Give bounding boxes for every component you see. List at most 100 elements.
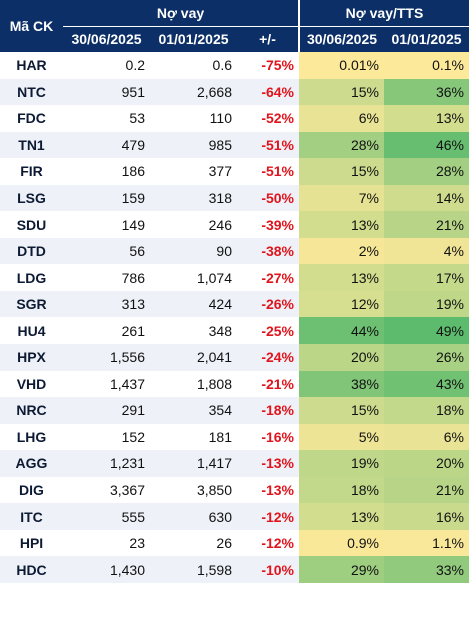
table-row: NTC 951 2,668 -64% 15% 36% bbox=[0, 78, 469, 106]
table-row: FDC 53 110 -52% 6% 13% bbox=[0, 105, 469, 132]
debt-date1-value: 1,437 bbox=[63, 370, 150, 398]
debt-date2-value: 110 bbox=[150, 105, 237, 132]
ratio-date1-value: 0.9% bbox=[299, 529, 384, 557]
ratio-date2-value: 6% bbox=[384, 423, 469, 451]
ratio-date1-value: 15% bbox=[299, 397, 384, 424]
change-value: -51% bbox=[237, 131, 299, 159]
debt-date1-value: 1,556 bbox=[63, 344, 150, 371]
change-value: -25% bbox=[237, 317, 299, 345]
ratio-date1-value: 13% bbox=[299, 211, 384, 238]
ratio-date2-value: 19% bbox=[384, 290, 469, 318]
debt-date1-value: 291 bbox=[63, 397, 150, 424]
stock-code: LHG bbox=[0, 423, 63, 451]
stock-code: HPX bbox=[0, 344, 63, 371]
change-value: -10% bbox=[237, 556, 299, 583]
stock-code: SDU bbox=[0, 211, 63, 238]
stock-code: AGG bbox=[0, 450, 63, 477]
change-value: -75% bbox=[237, 52, 299, 79]
debt-date1-value: 186 bbox=[63, 158, 150, 185]
table-row: TN1 479 985 -51% 28% 46% bbox=[0, 131, 469, 159]
debt-date2-value: 26 bbox=[150, 529, 237, 557]
debt-date2-value: 1,808 bbox=[150, 370, 237, 398]
stock-code: DTD bbox=[0, 237, 63, 265]
ratio-date1-value: 12% bbox=[299, 290, 384, 318]
debt-date2-value: 2,668 bbox=[150, 78, 237, 106]
ratio-date2-value: 0.1% bbox=[384, 52, 469, 79]
debt-date1-value: 149 bbox=[63, 211, 150, 238]
debt-date1-value: 1,430 bbox=[63, 556, 150, 583]
table-row: LDG 786 1,074 -27% 13% 17% bbox=[0, 264, 469, 291]
table-row: HPI 23 26 -12% 0.9% 1.1% bbox=[0, 529, 469, 557]
table-row: ITC 555 630 -12% 13% 16% bbox=[0, 503, 469, 530]
debt-date1-value: 56 bbox=[63, 237, 150, 265]
stock-code: LSG bbox=[0, 184, 63, 212]
debt-date2-value: 424 bbox=[150, 290, 237, 318]
debt-date2-value: 985 bbox=[150, 131, 237, 159]
debt-date1-value: 555 bbox=[63, 503, 150, 530]
table-row: DTD 56 90 -38% 2% 4% bbox=[0, 237, 469, 265]
debt-date1-value: 479 bbox=[63, 131, 150, 159]
ratio-date2-value: 21% bbox=[384, 476, 469, 504]
ratio-date1-value: 28% bbox=[299, 131, 384, 159]
table-row: VHD 1,437 1,808 -21% 38% 43% bbox=[0, 370, 469, 398]
ratio-date1-value: 5% bbox=[299, 423, 384, 451]
table-header: Mã CK Nợ vay Nợ vay/TTS 30/06/2025 01/01… bbox=[0, 0, 469, 52]
stock-code: SGR bbox=[0, 290, 63, 318]
ratio-date2-value: 13% bbox=[384, 105, 469, 132]
ratio-date2-value: 14% bbox=[384, 184, 469, 212]
header-code: Mã CK bbox=[0, 0, 63, 52]
debt-date1-value: 159 bbox=[63, 184, 150, 212]
header-debt-date2: 01/01/2025 bbox=[150, 26, 237, 52]
stock-code: TN1 bbox=[0, 131, 63, 159]
ratio-date2-value: 36% bbox=[384, 78, 469, 106]
table-row: HAR 0.2 0.6 -75% 0.01% 0.1% bbox=[0, 52, 469, 79]
table-row: NRC 291 354 -18% 15% 18% bbox=[0, 397, 469, 424]
table-body: HAR 0.2 0.6 -75% 0.01% 0.1% NTC 951 2,668 -64% 15%… bbox=[0, 52, 469, 583]
debt-date2-value: 246 bbox=[150, 211, 237, 238]
ratio-date1-value: 44% bbox=[299, 317, 384, 345]
ratio-date2-value: 16% bbox=[384, 503, 469, 530]
ratio-date1-value: 13% bbox=[299, 264, 384, 291]
ratio-date1-value: 18% bbox=[299, 476, 384, 504]
stock-code: LDG bbox=[0, 264, 63, 291]
ratio-date2-value: 20% bbox=[384, 450, 469, 477]
stock-code: FIR bbox=[0, 158, 63, 185]
ratio-date2-value: 46% bbox=[384, 131, 469, 159]
debt-date1-value: 3,367 bbox=[63, 476, 150, 504]
debt-date1-value: 786 bbox=[63, 264, 150, 291]
header-debt-group: Nợ vay bbox=[63, 0, 299, 27]
table-row: LHG 152 181 -16% 5% 6% bbox=[0, 423, 469, 451]
ratio-date2-value: 21% bbox=[384, 211, 469, 238]
change-value: -12% bbox=[237, 503, 299, 530]
stock-code: NTC bbox=[0, 78, 63, 106]
debt-date2-value: 1,598 bbox=[150, 556, 237, 583]
stock-code: ITC bbox=[0, 503, 63, 530]
change-value: -21% bbox=[237, 370, 299, 398]
debt-date1-value: 261 bbox=[63, 317, 150, 345]
debt-date1-value: 0.2 bbox=[63, 52, 150, 79]
change-value: -38% bbox=[237, 237, 299, 265]
debt-date1-value: 1,231 bbox=[63, 450, 150, 477]
debt-date2-value: 3,850 bbox=[150, 476, 237, 504]
ratio-date1-value: 13% bbox=[299, 503, 384, 530]
change-value: -13% bbox=[237, 476, 299, 504]
ratio-date2-value: 49% bbox=[384, 317, 469, 345]
change-value: -27% bbox=[237, 264, 299, 291]
change-value: -64% bbox=[237, 78, 299, 106]
ratio-date2-value: 17% bbox=[384, 264, 469, 291]
change-value: -52% bbox=[237, 105, 299, 132]
ratio-date1-value: 0.01% bbox=[299, 52, 384, 79]
ratio-date2-value: 4% bbox=[384, 237, 469, 265]
debt-date1-value: 951 bbox=[63, 78, 150, 106]
ratio-date2-value: 1.1% bbox=[384, 529, 469, 557]
table-row: HPX 1,556 2,041 -24% 20% 26% bbox=[0, 344, 469, 371]
debt-date1-value: 23 bbox=[63, 529, 150, 557]
stock-code: FDC bbox=[0, 105, 63, 132]
debt-date2-value: 90 bbox=[150, 237, 237, 265]
table-row: LSG 159 318 -50% 7% 14% bbox=[0, 184, 469, 212]
table-row: FIR 186 377 -51% 15% 28% bbox=[0, 158, 469, 185]
debt-date2-value: 348 bbox=[150, 317, 237, 345]
debt-table: Mã CK Nợ vay Nợ vay/TTS 30/06/2025 01/01… bbox=[0, 0, 469, 583]
debt-date2-value: 2,041 bbox=[150, 344, 237, 371]
debt-date2-value: 354 bbox=[150, 397, 237, 424]
